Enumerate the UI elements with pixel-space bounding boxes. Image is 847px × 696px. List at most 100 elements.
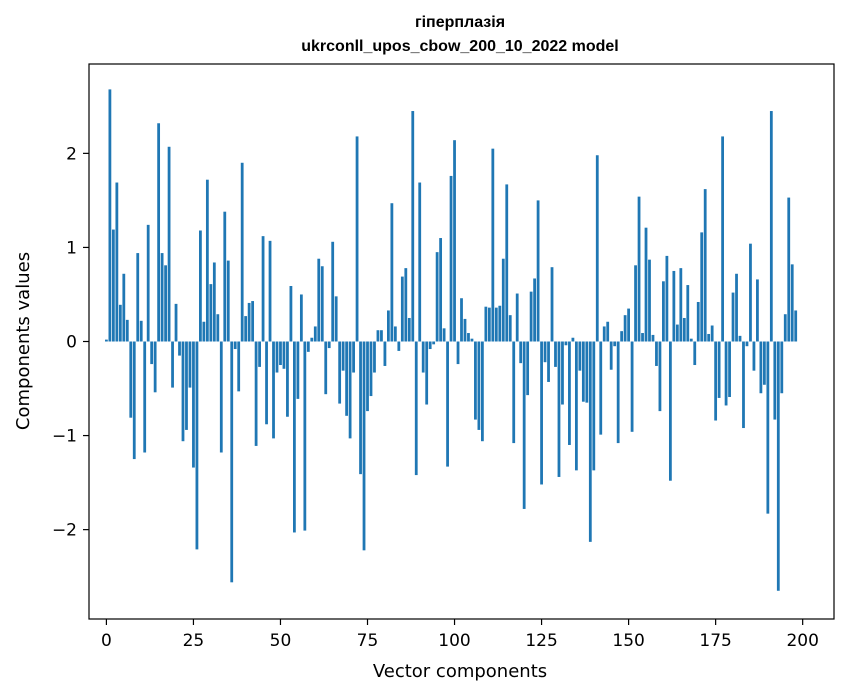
- bar-80: [383, 341, 387, 366]
- bar-146: [613, 341, 617, 347]
- bar-37: [233, 341, 237, 350]
- bar-31: [212, 262, 216, 342]
- bar-19: [171, 341, 174, 388]
- bar-134: [571, 337, 575, 342]
- bar-70: [348, 341, 352, 439]
- bar-58: [306, 341, 310, 352]
- bar-190: [766, 341, 770, 514]
- bar-42: [251, 301, 255, 342]
- bar-17: [164, 265, 167, 342]
- bar-78: [376, 330, 380, 342]
- bar-12: [146, 224, 150, 342]
- bar-9: [136, 253, 140, 342]
- bar-67: [338, 341, 342, 404]
- bar-167: [686, 285, 690, 342]
- bar-32: [216, 314, 220, 342]
- x-tick-label: 50: [270, 631, 292, 651]
- bar-161: [665, 255, 669, 342]
- bar-114: [501, 258, 505, 342]
- bar-35: [226, 260, 230, 342]
- bar-54: [293, 341, 296, 533]
- bar-129: [554, 341, 557, 367]
- bar-16: [160, 253, 164, 342]
- x-tick-label: 200: [786, 631, 818, 651]
- bar-20: [174, 303, 178, 342]
- bar-34: [223, 211, 227, 342]
- bar-137: [581, 341, 585, 402]
- bar-44: [258, 341, 261, 367]
- bar-159: [658, 341, 662, 412]
- bar-130: [557, 341, 561, 477]
- bar-89: [414, 341, 418, 476]
- y-axis-label: Components values: [13, 252, 34, 430]
- bar-145: [609, 341, 613, 370]
- x-tick-label: 175: [699, 631, 731, 651]
- x-tick-label: 0: [101, 631, 112, 651]
- bar-52: [286, 341, 289, 417]
- bar-185: [749, 243, 752, 342]
- bar-83: [393, 326, 397, 342]
- bar-127: [547, 341, 550, 382]
- bar-33: [219, 341, 223, 453]
- bar-4: [118, 304, 122, 342]
- bar-186: [752, 341, 756, 371]
- bar-139: [588, 341, 592, 542]
- bar-62: [320, 266, 324, 342]
- y-axis-ticks: −2 −1 0 1 2: [52, 144, 89, 541]
- y-tick-label: −2: [52, 521, 77, 541]
- bar-84: [397, 341, 401, 351]
- bar-69: [345, 341, 349, 416]
- bar-51: [282, 341, 286, 369]
- x-tick-label: 75: [357, 631, 379, 651]
- bar-149: [623, 315, 627, 342]
- bar-177: [721, 136, 724, 342]
- bar-101: [456, 341, 460, 365]
- bar-162: [668, 341, 672, 481]
- bar-108: [481, 341, 484, 442]
- bar-36: [230, 341, 234, 583]
- bar-172: [703, 189, 707, 342]
- bar-126: [543, 341, 547, 363]
- bar-189: [762, 341, 766, 385]
- bar-30: [209, 284, 213, 342]
- bar-180: [731, 292, 735, 342]
- bar-153: [637, 196, 641, 342]
- bar-88: [411, 111, 415, 342]
- bar-26: [195, 341, 199, 550]
- bar-157: [651, 334, 655, 342]
- bar-148: [620, 331, 624, 342]
- bar-23: [185, 341, 188, 430]
- bar-187: [756, 279, 759, 342]
- bar-191: [769, 111, 773, 342]
- bar-63: [324, 341, 328, 395]
- bar-0: [105, 339, 108, 342]
- bar-121: [526, 341, 530, 396]
- x-tick-label: 25: [183, 631, 205, 651]
- bar-48: [272, 341, 275, 439]
- bar-38: [237, 341, 241, 392]
- bar-57: [303, 341, 307, 531]
- y-tick-label: 1: [66, 238, 77, 258]
- bar-79: [380, 330, 383, 342]
- bar-174: [710, 325, 714, 342]
- chart-subtitle: ukrconll_upos_cbow_200_10_2022 model: [301, 38, 618, 55]
- bar-24: [188, 341, 192, 388]
- bar-173: [707, 333, 711, 342]
- bar-142: [599, 341, 603, 435]
- bar-163: [672, 270, 676, 342]
- bar-39: [240, 162, 244, 342]
- bar-46: [265, 341, 268, 425]
- bar-141: [595, 155, 599, 342]
- bar-154: [641, 333, 644, 342]
- bar-112: [494, 307, 498, 342]
- bar-56: [299, 294, 303, 342]
- bar-106: [474, 341, 477, 420]
- bar-125: [540, 341, 543, 485]
- bar-87: [407, 317, 411, 342]
- bar-150: [627, 308, 630, 342]
- bar-119: [519, 341, 523, 364]
- bar-133: [568, 341, 571, 445]
- chart-title: гіперплазія: [415, 14, 505, 31]
- bar-164: [675, 324, 679, 342]
